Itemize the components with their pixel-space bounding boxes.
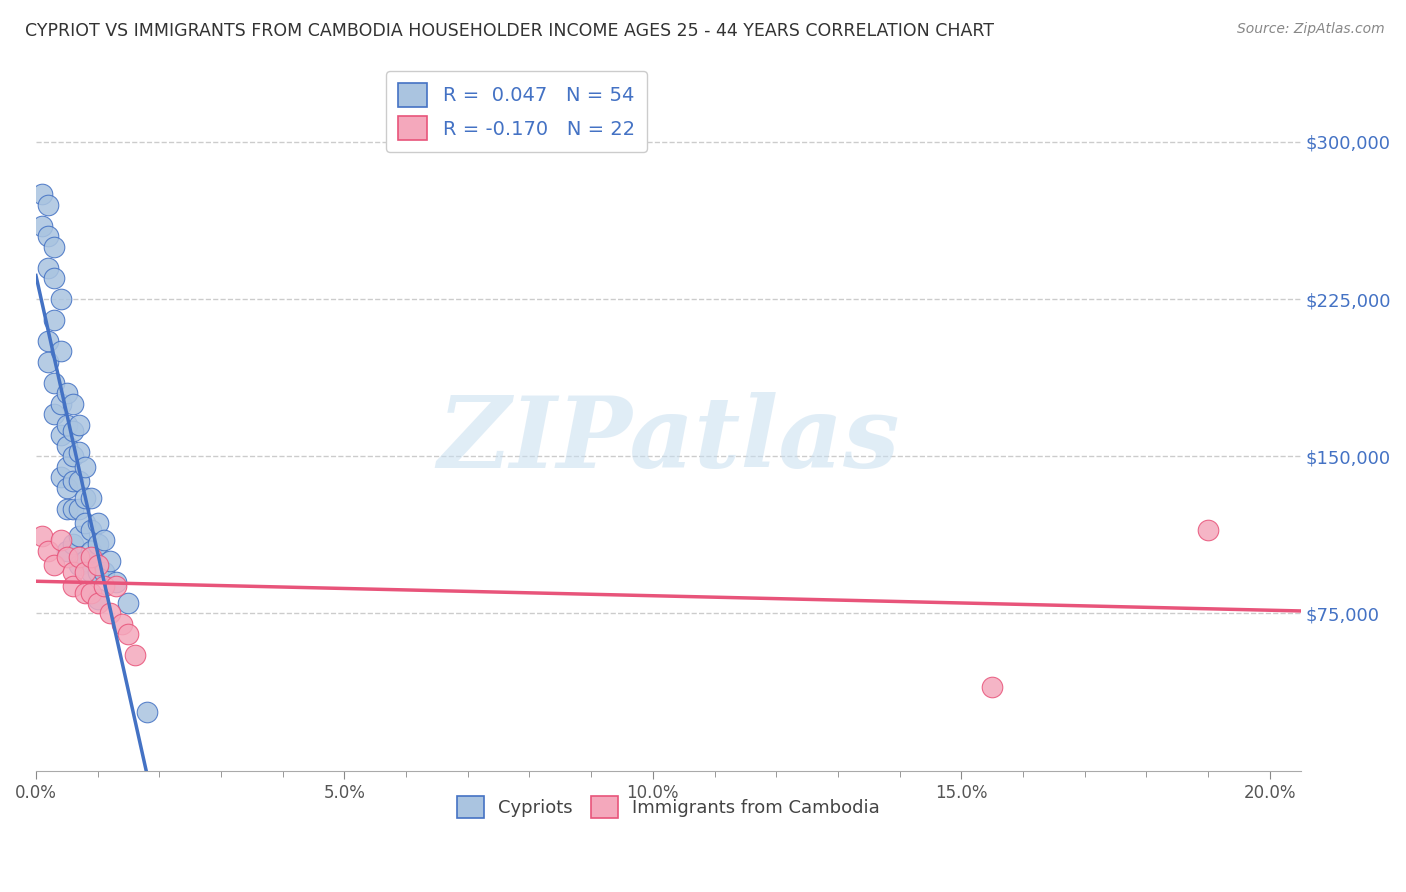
Point bbox=[75, 565, 97, 579]
Point bbox=[981, 680, 1004, 694]
Point bbox=[31, 187, 53, 202]
Text: Source: ZipAtlas.com: Source: ZipAtlas.com bbox=[1237, 22, 1385, 37]
Legend: Cypriots, Immigrants from Cambodia: Cypriots, Immigrants from Cambodia bbox=[450, 789, 887, 825]
Point bbox=[62, 579, 84, 593]
Point bbox=[44, 313, 66, 327]
Point bbox=[62, 397, 84, 411]
Point bbox=[105, 579, 128, 593]
Point bbox=[55, 501, 77, 516]
Point bbox=[93, 579, 115, 593]
Point bbox=[55, 459, 77, 474]
Point bbox=[75, 554, 97, 568]
Point bbox=[31, 219, 53, 233]
Point bbox=[67, 417, 90, 432]
Point bbox=[86, 565, 108, 579]
Point bbox=[49, 470, 72, 484]
Point bbox=[86, 596, 108, 610]
Point bbox=[98, 607, 121, 621]
Point bbox=[44, 408, 66, 422]
Point bbox=[93, 565, 115, 579]
Point bbox=[55, 439, 77, 453]
Point bbox=[86, 516, 108, 531]
Point bbox=[67, 501, 90, 516]
Point bbox=[55, 417, 77, 432]
Point bbox=[136, 705, 159, 719]
Point bbox=[37, 198, 59, 212]
Point bbox=[80, 523, 103, 537]
Point bbox=[44, 376, 66, 390]
Point bbox=[75, 491, 97, 506]
Point bbox=[80, 549, 103, 564]
Point bbox=[37, 260, 59, 275]
Point bbox=[31, 529, 53, 543]
Point bbox=[55, 543, 77, 558]
Point bbox=[49, 428, 72, 442]
Point bbox=[86, 537, 108, 551]
Point bbox=[75, 459, 97, 474]
Point bbox=[124, 648, 146, 663]
Point bbox=[80, 565, 103, 579]
Point bbox=[55, 386, 77, 401]
Point bbox=[75, 585, 97, 599]
Text: ZIPatlas: ZIPatlas bbox=[437, 392, 900, 489]
Point bbox=[49, 397, 72, 411]
Point bbox=[62, 424, 84, 438]
Point bbox=[67, 549, 90, 564]
Point bbox=[98, 554, 121, 568]
Point bbox=[67, 445, 90, 459]
Point bbox=[37, 355, 59, 369]
Point bbox=[62, 450, 84, 464]
Point bbox=[105, 575, 128, 590]
Point bbox=[67, 558, 90, 573]
Point bbox=[49, 344, 72, 359]
Point bbox=[111, 617, 134, 632]
Point bbox=[67, 475, 90, 489]
Point bbox=[37, 543, 59, 558]
Point bbox=[62, 565, 84, 579]
Point bbox=[49, 292, 72, 306]
Point bbox=[117, 596, 139, 610]
Point bbox=[37, 334, 59, 348]
Point bbox=[1197, 523, 1219, 537]
Point bbox=[86, 558, 108, 573]
Point bbox=[49, 533, 72, 548]
Point bbox=[62, 537, 84, 551]
Point bbox=[55, 481, 77, 495]
Point bbox=[80, 491, 103, 506]
Point bbox=[44, 558, 66, 573]
Point bbox=[80, 543, 103, 558]
Point bbox=[37, 229, 59, 244]
Point bbox=[117, 627, 139, 641]
Point bbox=[67, 529, 90, 543]
Point bbox=[75, 516, 97, 531]
Point bbox=[93, 533, 115, 548]
Point bbox=[55, 549, 77, 564]
Point bbox=[62, 475, 84, 489]
Point bbox=[80, 585, 103, 599]
Point bbox=[44, 271, 66, 285]
Point bbox=[62, 501, 84, 516]
Text: CYPRIOT VS IMMIGRANTS FROM CAMBODIA HOUSEHOLDER INCOME AGES 25 - 44 YEARS CORREL: CYPRIOT VS IMMIGRANTS FROM CAMBODIA HOUS… bbox=[25, 22, 994, 40]
Point bbox=[86, 591, 108, 606]
Point bbox=[44, 240, 66, 254]
